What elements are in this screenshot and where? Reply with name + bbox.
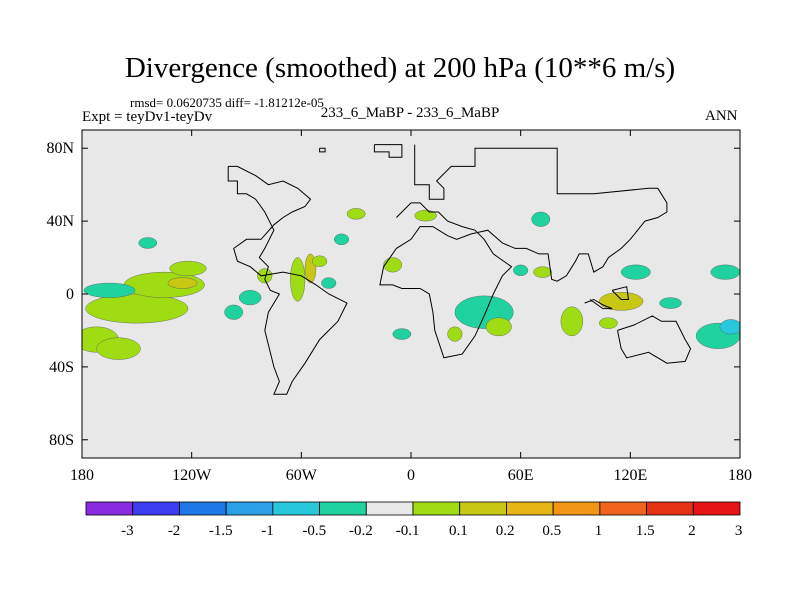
anomaly-region: [447, 326, 463, 342]
x-tick-label: 120W: [172, 467, 212, 484]
anomaly-region: [513, 264, 529, 276]
anomaly-region: [599, 317, 618, 329]
anomaly-regions: [82, 208, 740, 360]
anomaly-region: [167, 277, 198, 289]
anomaly-region: [414, 209, 437, 222]
colorbar-label: 0.1: [449, 523, 468, 539]
anomaly-region: [659, 297, 682, 309]
colorbar-label: 0.2: [496, 523, 515, 539]
colorbar-swatch: [179, 501, 227, 516]
colorbar-swatch: [552, 501, 601, 516]
x-tick-label: 180: [70, 467, 94, 484]
anomaly-region: [485, 317, 512, 337]
colorbar-label: 1.5: [636, 523, 655, 539]
colorbar-label: -3: [121, 523, 134, 539]
anomaly-region: [383, 257, 403, 273]
anomaly-region: [599, 291, 644, 311]
anomaly-region: [346, 208, 366, 220]
x-axis: 180 120W 60W 0 60E 120E 180: [70, 130, 752, 484]
anomaly-region: [257, 268, 273, 284]
chart-title: Divergence (smoothed) at 200 hPa (10**6 …: [124, 52, 676, 84]
x-tick-label: 180: [728, 467, 752, 484]
colorbar-swatch: [459, 501, 507, 516]
colorbar-swatch: [599, 501, 647, 516]
anomaly-region: [290, 257, 306, 302]
y-axis: 80N 40N 0 40S 80S: [46, 140, 740, 449]
anomaly-region: [533, 266, 552, 278]
anomaly-region: [620, 264, 651, 280]
experiment-label: Expt = teyDv1-teyDv: [82, 109, 213, 125]
y-tick-label: 40S: [49, 359, 74, 376]
colorbar-label: 1: [595, 523, 603, 539]
colorbar-label: -1: [261, 523, 274, 539]
continent-outline: [227, 144, 692, 395]
anomaly-region: [224, 304, 244, 320]
x-tick-label: 60E: [508, 467, 534, 484]
y-tick-label: 80N: [46, 140, 74, 157]
colorbar-swatch: [85, 501, 134, 516]
colorbar-swatch: [646, 501, 694, 516]
anomaly-region: [83, 282, 136, 298]
anomaly-region: [312, 255, 328, 267]
colorbar: -3 -2 -1.5 -1 -0.5 -0.2 -0.1 0.1 0.2 0.5 1 1.5 2 3: [85, 501, 743, 539]
anomaly-region: [238, 290, 262, 306]
colorbar-label: -0.5: [302, 523, 326, 539]
colorbar-label: -2: [168, 523, 181, 539]
anomaly-region: [138, 237, 158, 249]
case-names: 233_6_MaBP - 233_6_MaBP: [320, 105, 500, 121]
x-tick-label: 120E: [613, 467, 647, 484]
anomaly-region: [719, 319, 740, 335]
colorbar-label: -0.1: [396, 523, 420, 539]
colorbar-label: 0.5: [542, 523, 561, 539]
y-tick-label: 0: [66, 286, 74, 303]
colorbar-swatch: [692, 501, 741, 516]
colorbar-label: 2: [688, 523, 696, 539]
colorbar-swatch: [412, 501, 461, 516]
colorbar-swatch: [365, 501, 414, 516]
colorbar-swatch: [272, 501, 320, 516]
anomaly-region: [96, 337, 141, 360]
anomaly-region: [531, 211, 551, 227]
colorbar-label: 3: [735, 523, 743, 539]
colorbar-swatch: [319, 501, 367, 516]
x-tick-label: 60W: [286, 467, 318, 484]
anomaly-region: [321, 277, 337, 289]
stats-text: rmsd= 0.0620735 diff= -1.81212e-05: [130, 95, 324, 110]
colorbar-label: -1.5: [209, 523, 233, 539]
colorbar-label: -0.2: [349, 523, 373, 539]
anomaly-region: [560, 306, 584, 337]
anomaly-region: [85, 293, 189, 324]
x-tick-label: 0: [407, 467, 415, 484]
anomaly-region: [710, 264, 740, 280]
y-tick-label: 80S: [49, 432, 74, 449]
anomaly-region: [392, 328, 412, 340]
season-label: ANN: [705, 108, 738, 124]
anomaly-region: [169, 261, 207, 276]
colorbar-swatch: [225, 501, 274, 516]
colorbar-swatch: [506, 501, 554, 516]
anomaly-region: [334, 233, 350, 246]
colorbar-swatch: [132, 501, 180, 516]
y-tick-label: 40N: [46, 213, 74, 230]
